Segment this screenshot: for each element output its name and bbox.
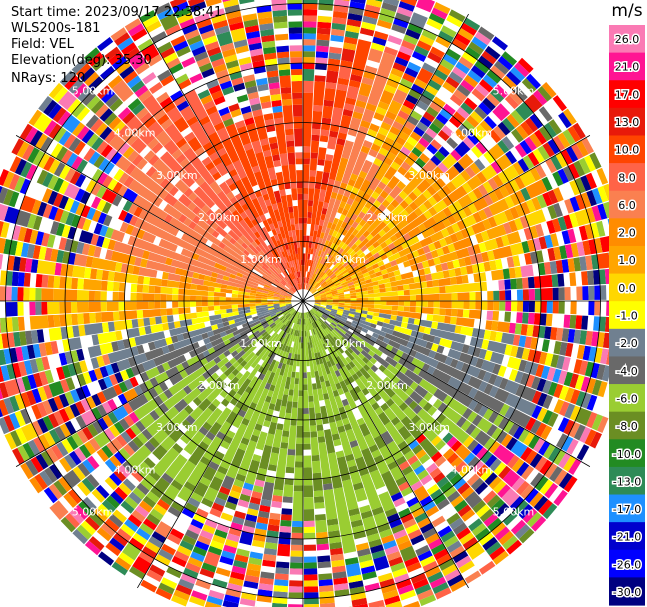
colorbar-tick-label: 2.0: [618, 227, 636, 240]
range-ring-label: 1.00km: [240, 253, 282, 266]
colorbar-tick-label: 1.0: [618, 254, 636, 267]
azimuth-spoke: [302, 13, 469, 302]
colorbar-segment: [609, 190, 645, 219]
range-ring-label: 4.00km: [451, 127, 493, 140]
range-ring-labels: 1.00km 2.00km 3.00km 4.00km 5.00km 1.00km 2.00…: [72, 85, 534, 519]
colorbar-tick-label: 0.0: [618, 282, 636, 295]
colorbar-tick-label: -21.0: [613, 531, 641, 544]
colorbar-segment: [609, 135, 645, 164]
colorbar-segment: [609, 107, 645, 137]
range-ring-label: 2.00km: [198, 211, 240, 224]
colorbar-title: m/s: [611, 1, 642, 21]
colorbar-tick-label: -10.0: [613, 448, 641, 461]
colorbar-tick-label: -17.0: [613, 503, 641, 516]
range-ring-label: 3.00km: [156, 169, 198, 182]
elevation-label: Elevation(deg): 35.30: [11, 53, 152, 68]
start-time-label: Start time: 2023/09/17 22:38:41: [11, 5, 223, 20]
colorbar-tick-label: 13.0: [615, 116, 640, 129]
colorbar-tick-label: -13.0: [613, 475, 641, 488]
azimuth-spoke: [302, 135, 591, 302]
colorbar-segment: [609, 25, 645, 54]
colorbar-tick-label: 26.0: [615, 33, 640, 46]
velocity-gate-group: [0, 2, 606, 580]
range-ring-label: 1.00km: [240, 337, 282, 350]
azimuth-spoke: [302, 300, 469, 589]
colorbar-tick-label: -1.0: [616, 310, 637, 323]
colorbar-segment: [609, 218, 645, 247]
colorbar-segment: [609, 577, 645, 606]
range-ring-label: 4.00km: [451, 463, 493, 476]
azimuth-spoke: [137, 13, 304, 302]
colorbar-segment: [609, 273, 645, 302]
colorbar-segment: [609, 245, 645, 275]
colorbar-segment: [609, 411, 645, 440]
velocity-gate-group: [0, 0, 625, 607]
colorbar-tick-label: -6.0: [616, 392, 637, 405]
colorbar-segment: [609, 52, 645, 81]
colorbar-tick-label: 6.0: [618, 199, 636, 212]
range-ring-label: 3.00km: [156, 421, 198, 434]
range-ring-label: 5.00km: [72, 85, 114, 98]
colorbar-tick-labels: 26.0 21.0 17.0 13.0 10.0 8.0 6.0 2.0 1.0 0.0 -1.0 -…: [611, 32, 642, 601]
colorbar-segment: [609, 522, 645, 551]
colorbar-segment: [609, 549, 645, 578]
colorbar-tick-label: -2.0: [616, 337, 637, 350]
azimuth-spoke: [15, 300, 304, 467]
range-ring-label: 2.00km: [366, 211, 408, 224]
range-ring-label: 2.00km: [366, 379, 408, 392]
azimuth-spoke: [137, 300, 304, 589]
colorbar-tick-label: 8.0: [618, 171, 636, 184]
colorbar-tick-label: 21.0: [615, 61, 640, 74]
range-ring-label: 1.00km: [324, 337, 366, 350]
colorbar-segment: [609, 439, 645, 468]
colorbar-tick-label: 17.0: [615, 88, 640, 101]
range-ring-label: 2.00km: [198, 379, 240, 392]
colorbar-segment: [609, 301, 645, 330]
range-ring-label: 4.00km: [114, 127, 156, 140]
azimuth-spoke: [15, 135, 304, 302]
field-label: Field: VEL: [11, 37, 74, 52]
colorbar-segment: [609, 328, 645, 358]
range-ring-label: 5.00km: [493, 505, 535, 518]
range-ring-label: 3.00km: [408, 169, 450, 182]
velocity-gate-group: [0, 0, 611, 600]
range-ring-label: 5.00km: [493, 85, 535, 98]
colorbar-tick-label: 10.0: [615, 144, 640, 157]
velocity-gate-group: [0, 18, 629, 607]
range-ring-label: 1.00km: [324, 253, 366, 266]
colorbar-tick-label: -30.0: [613, 586, 641, 599]
colorbar-segment: [609, 163, 645, 192]
azimuth-spoke: [302, 300, 591, 467]
colorbar-tick-label: -26.0: [613, 558, 641, 571]
colorbar-tick-label: -8.0: [616, 420, 637, 433]
range-ring-label: 4.00km: [114, 463, 156, 476]
colorbar-segments: [609, 25, 645, 606]
velocity-gate-group: [0, 0, 620, 607]
station-label: WLS200s-181: [11, 21, 101, 36]
colorbar-segment: [609, 80, 645, 109]
colorbar-segment: [609, 356, 645, 385]
range-ring-label: 5.00km: [72, 505, 114, 518]
velocity-gate-group: [0, 14, 609, 604]
colorbar-segment: [609, 494, 645, 523]
velocity-gates: [0, 0, 631, 607]
colorbar-segment: [609, 384, 645, 413]
colorbar-segment: [609, 466, 645, 496]
colorbar-tick-label: -4.0: [616, 365, 637, 378]
range-ring-label: 3.00km: [408, 421, 450, 434]
nrays-label: NRays: 120: [11, 71, 86, 86]
